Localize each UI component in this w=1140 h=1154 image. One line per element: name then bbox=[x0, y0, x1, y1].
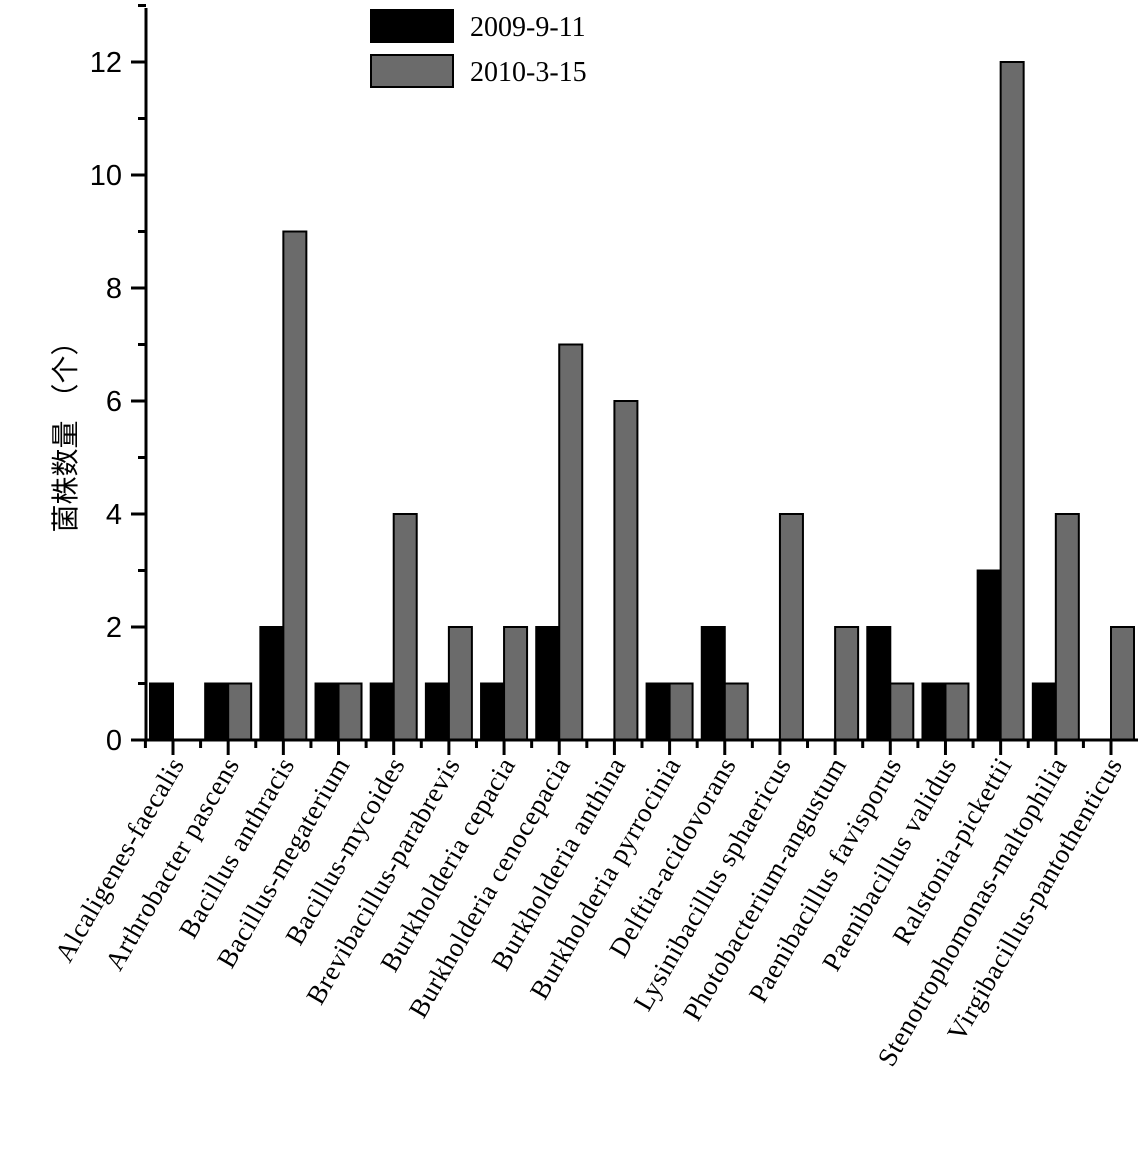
bar-series2 bbox=[723, 682, 749, 741]
legend: 2009-9-11 2010-3-15 bbox=[370, 9, 587, 88]
bar-series1 bbox=[480, 682, 506, 741]
x-ticks bbox=[143, 740, 1113, 755]
bar-series1 bbox=[369, 682, 395, 741]
bar-series2 bbox=[1110, 626, 1135, 741]
bar-series1 bbox=[976, 569, 1002, 741]
y-axis-title: 菌株数量 （个） bbox=[49, 328, 82, 533]
bar-series2 bbox=[778, 513, 804, 741]
bar-series2 bbox=[282, 230, 308, 741]
y-tick-label: 12 bbox=[90, 47, 122, 79]
bar-series2 bbox=[503, 626, 529, 741]
bar-series1 bbox=[204, 682, 230, 741]
bar-series2 bbox=[834, 626, 860, 741]
bar-series1 bbox=[645, 682, 671, 741]
legend-swatch-1 bbox=[370, 9, 454, 43]
y-tick-label: 0 bbox=[106, 725, 122, 757]
bar-series1 bbox=[314, 682, 340, 741]
y-ticks: 0 2 4 6 8 10 12 bbox=[90, 4, 146, 757]
bar-series2 bbox=[613, 400, 639, 741]
axes-group: 0 2 4 6 8 10 12 bbox=[90, 4, 1138, 757]
bar-series2 bbox=[337, 682, 363, 741]
bar-series1 bbox=[424, 682, 450, 741]
bar-series2 bbox=[668, 682, 694, 741]
bar-series2 bbox=[999, 61, 1025, 741]
legend-swatch-2 bbox=[370, 54, 454, 88]
bar-series2 bbox=[558, 343, 584, 741]
bar-series2 bbox=[227, 682, 253, 741]
y-tick-label: 4 bbox=[106, 499, 122, 531]
bar-series1 bbox=[921, 682, 947, 741]
bars-group bbox=[149, 61, 1135, 741]
y-tick-label: 10 bbox=[90, 160, 122, 192]
bar-series1 bbox=[259, 626, 285, 741]
y-tick-label: 6 bbox=[106, 386, 122, 418]
legend-label-1: 2009-9-11 bbox=[470, 12, 586, 43]
bar-series1 bbox=[700, 626, 726, 741]
bar-series2 bbox=[1054, 513, 1080, 741]
bar-series2 bbox=[447, 626, 473, 741]
bar-series2 bbox=[944, 682, 970, 741]
bar-series1 bbox=[1031, 682, 1057, 741]
y-tick-label: 2 bbox=[106, 612, 122, 644]
bar-series1 bbox=[866, 626, 892, 741]
legend-label-2: 2010-3-15 bbox=[470, 57, 587, 88]
y-tick-label: 8 bbox=[106, 273, 122, 305]
bar-series2 bbox=[889, 682, 915, 741]
bar-series2 bbox=[392, 513, 418, 741]
bar-series1 bbox=[535, 626, 561, 741]
bar-series1 bbox=[149, 682, 174, 741]
